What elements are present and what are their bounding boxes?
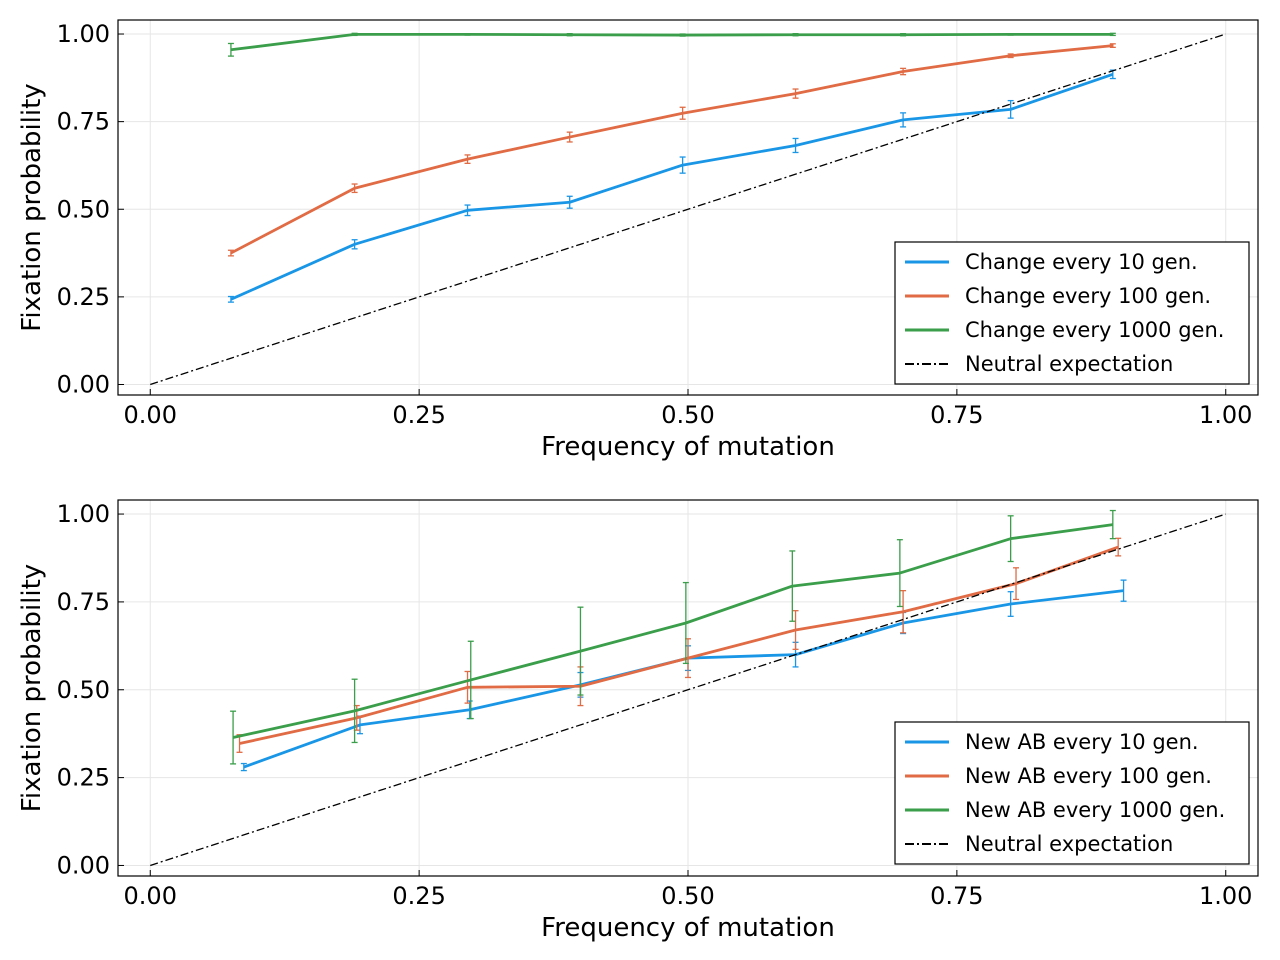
top-y-tick-label-0: 0.00 (57, 370, 110, 398)
top-x-tick-label-3: 0.75 (930, 401, 983, 429)
top-x-tick-label-2: 0.50 (661, 401, 714, 429)
bottom-y-tick-label-3: 0.75 (57, 588, 110, 616)
top-legend-label-0: Change every 10 gen. (965, 250, 1198, 274)
top-chart-panel: 0.00 0.25 0.50 0.75 1.00 0.00 0.25 0.50 0.75 1.00… (17, 19, 1259, 462)
top-x-axis-label: Frequency of mutation (541, 432, 835, 462)
bottom-y-axis-label: Fixation probability (17, 564, 47, 812)
bottom-legend-label-0: New AB every 10 gen. (965, 730, 1199, 754)
top-y-axis-label: Fixation probability (17, 83, 47, 331)
top-series-3-neutral-line (150, 33, 1226, 386)
bottom-legend-label-1: New AB every 100 gen. (965, 764, 1212, 788)
top-legend-label-2: Change every 1000 gen. (965, 318, 1224, 342)
bottom-y-tick-label-1: 0.25 (57, 764, 110, 792)
top-legend-label-3: Neutral expectation (965, 352, 1173, 376)
bottom-series-2-line (232, 523, 1114, 739)
top-y-tick-label-2: 0.50 (57, 195, 110, 223)
top-legend-label-1: Change every 100 gen. (965, 284, 1211, 308)
bottom-chart-panel: 0.00 0.25 0.50 0.75 1.00 0.00 0.25 0.50 0.75 1.00… (17, 499, 1259, 943)
top-series-2-line (230, 32, 1113, 52)
bottom-x-tick-label-4: 1.00 (1199, 882, 1252, 910)
bottom-x-tick-label-3: 0.75 (930, 882, 983, 910)
bottom-legend-label-2: New AB every 1000 gen. (965, 798, 1225, 822)
bottom-x-tick-label-0: 0.00 (124, 882, 177, 910)
bottom-y-tick-label-4: 1.00 (57, 500, 110, 528)
top-x-tick-label-4: 1.00 (1199, 401, 1252, 429)
top-x-tick-label-1: 0.25 (392, 401, 445, 429)
bottom-y-tick-label-0: 0.00 (57, 851, 110, 879)
top-series-0-line (230, 72, 1114, 301)
bottom-legend-box (894, 721, 1250, 865)
top-y-tick-label-4: 1.00 (57, 20, 110, 48)
top-x-tick-label-0: 0.00 (124, 401, 177, 429)
top-y-tick-label-1: 0.25 (57, 283, 110, 311)
top-legend-box (894, 241, 1250, 385)
bottom-x-axis-label: Frequency of mutation (541, 913, 835, 943)
bottom-x-tick-label-1: 0.25 (392, 882, 445, 910)
bottom-series-3-neutral-line (150, 513, 1226, 867)
bottom-series-1-line (239, 545, 1119, 745)
top-y-tick-label-3: 0.75 (57, 108, 110, 136)
top-series-1-line (230, 44, 1113, 255)
bottom-x-tick-label-2: 0.50 (661, 882, 714, 910)
bottom-y-tick-label-2: 0.50 (57, 676, 110, 704)
bottom-legend-label-3: Neutral expectation (965, 832, 1173, 856)
